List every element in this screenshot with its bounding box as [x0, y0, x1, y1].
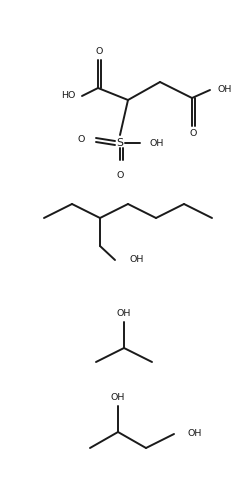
Text: O: O	[116, 171, 124, 181]
Text: OH: OH	[129, 256, 143, 264]
Text: O: O	[189, 130, 197, 138]
Text: O: O	[77, 135, 85, 145]
Text: OH: OH	[111, 393, 125, 402]
Text: O: O	[95, 48, 103, 56]
Text: OH: OH	[188, 430, 202, 438]
Text: HO: HO	[62, 92, 76, 100]
Text: S: S	[117, 138, 124, 148]
Text: OH: OH	[117, 310, 131, 318]
Text: OH: OH	[150, 138, 164, 148]
Text: OH: OH	[217, 86, 231, 94]
